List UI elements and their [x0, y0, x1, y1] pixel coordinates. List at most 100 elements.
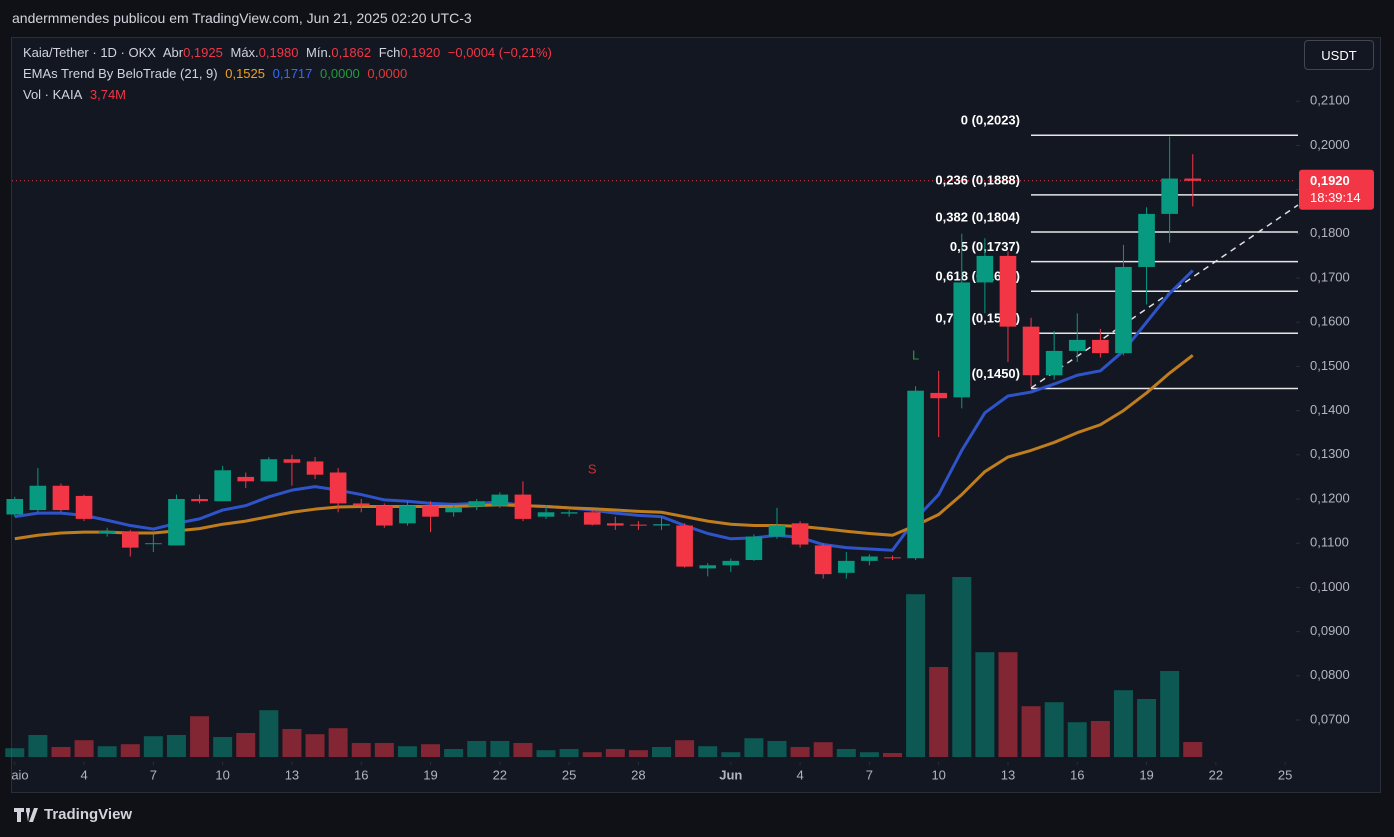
low: 0,1862	[331, 45, 372, 60]
y-tick-label: 0,0800	[1310, 667, 1350, 682]
candle-body	[676, 525, 693, 567]
volume-bar	[328, 728, 348, 757]
candle-body	[306, 461, 324, 475]
indicator-value: 0,1717	[272, 66, 313, 81]
volume-bar	[790, 747, 810, 757]
volume-bar	[513, 743, 533, 757]
candle-body	[29, 485, 47, 511]
volume-bar	[28, 735, 48, 757]
volume-bar	[952, 577, 972, 757]
open-label: Abr	[162, 45, 184, 60]
candle-body	[191, 499, 208, 502]
y-tick-label: 0,0900	[1310, 623, 1350, 638]
candle-body	[768, 525, 786, 537]
candle-body	[606, 523, 624, 526]
ema-line	[14, 354, 1194, 541]
volume-bar	[836, 749, 856, 757]
candle-body	[560, 512, 578, 514]
candle-body	[1068, 339, 1086, 351]
publish-info: andermmendes publicou em TradingView.com…	[12, 10, 472, 26]
volume-bar	[698, 746, 718, 757]
candle-body	[953, 282, 971, 398]
volume-bar	[1113, 690, 1133, 757]
candle-body	[699, 565, 717, 569]
fib-label: 0 (0,2023)	[961, 113, 1020, 128]
volume-bar	[859, 752, 879, 757]
fib-label: 0,382 (0,1804)	[935, 209, 1020, 224]
currency-button[interactable]: USDT	[1304, 40, 1374, 70]
volume-bar	[628, 750, 648, 757]
candle-body	[1092, 339, 1109, 354]
candle-body	[907, 390, 924, 559]
candle-body	[98, 530, 116, 534]
candle-body	[329, 472, 347, 504]
legend-indicator: EMAs Trend By BeloTrade (21, 9) 0,1525 0…	[23, 66, 411, 81]
candle-body	[837, 560, 855, 573]
volume-bar	[74, 740, 94, 757]
volume-bar	[282, 729, 302, 757]
candle-body	[260, 459, 278, 482]
candle-body	[976, 255, 994, 283]
x-tick-label: 16	[354, 767, 368, 782]
candle-body	[514, 494, 532, 519]
chart-frame	[11, 37, 1381, 793]
indicator-value: 0,0000	[367, 66, 408, 81]
volume-bar	[929, 667, 949, 757]
volume-bar	[559, 749, 579, 757]
high: 0,1980	[258, 45, 299, 60]
candle-body	[930, 392, 947, 399]
price-tag-countdown: 18:39:14	[1310, 190, 1361, 205]
x-tick-label: 22	[1209, 767, 1223, 782]
volume-bar	[1160, 671, 1180, 757]
volume-bar	[1021, 706, 1041, 757]
volume-bar	[421, 744, 441, 757]
symbol: Kaia/Tether · 1D · OKX	[23, 45, 156, 60]
logo	[14, 807, 38, 822]
legend-price: Kaia/Tether · 1D · OKX Abr0,1925 Máx.0,1…	[23, 45, 556, 60]
volume-bar	[467, 741, 487, 757]
candle-body	[75, 495, 93, 519]
volume-bar	[374, 743, 394, 757]
x-tick-label: 4	[796, 767, 803, 782]
indicator-value: 0,0000	[320, 66, 360, 81]
x-tick-label: 4	[80, 767, 87, 782]
candle-body	[1161, 178, 1178, 214]
candle-body	[6, 499, 24, 515]
candle-body	[745, 536, 763, 561]
high-label: Máx.	[230, 45, 259, 60]
candle-body	[999, 255, 1017, 327]
y-tick-label: 0,1100	[1310, 535, 1349, 550]
candle-body	[630, 524, 647, 526]
volume-bar	[536, 750, 556, 757]
volume-bar	[582, 752, 602, 757]
candle-body	[52, 485, 70, 511]
volume-bar	[444, 749, 464, 757]
x-tick-label: 22	[493, 767, 507, 782]
ema-line	[14, 269, 1194, 552]
y-tick-label: 0,2000	[1310, 137, 1350, 152]
x-tick-label: Jun	[719, 767, 742, 782]
fib-label: 0,236 (0,1888)	[935, 172, 1020, 187]
volume-bar	[1067, 722, 1087, 757]
y-tick-label: 0,1500	[1310, 358, 1350, 373]
fib-label: 1 (0,1450)	[961, 366, 1020, 381]
candle-body	[1184, 178, 1202, 181]
volume-bar	[213, 737, 233, 757]
candle-body	[653, 524, 670, 526]
volume-bar	[97, 746, 117, 757]
candle-body	[468, 501, 486, 507]
volume-name: Vol · KAIA	[23, 87, 83, 102]
x-tick-label: aio	[11, 767, 28, 782]
candle-body	[399, 505, 416, 524]
x-tick-label: 10	[215, 767, 229, 782]
candle-body	[237, 476, 255, 482]
volume-bar	[351, 743, 371, 757]
y-tick-label: 0,2100	[1310, 93, 1350, 108]
low-label: Mín.	[306, 45, 332, 60]
volume-bar	[1044, 702, 1064, 757]
candle-body	[884, 557, 901, 559]
y-tick-label: 0,1300	[1310, 446, 1350, 461]
trend-line	[1030, 204, 1299, 389]
volume-bar	[236, 733, 256, 757]
